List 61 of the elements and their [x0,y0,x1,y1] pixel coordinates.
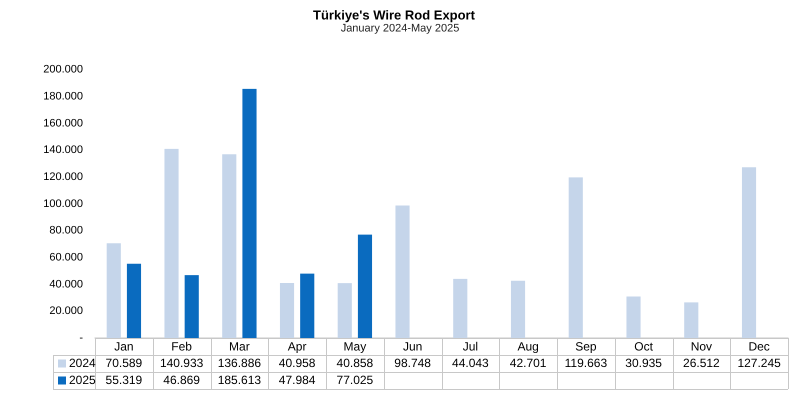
bar [568,177,583,338]
bar [395,205,410,338]
x-tick-label: Mar [229,340,250,354]
bar [184,275,199,338]
bar [106,243,121,338]
data-label: 127.245 [737,356,782,370]
y-tick-label: 100.000 [43,198,83,210]
y-tick-label: 60.000 [49,252,83,264]
x-tick-label: Dec [748,340,770,354]
legend-label: 2024 [69,356,96,370]
chart-title: Türkiye's Wire Rod Export [313,7,476,22]
data-label: 47.984 [278,372,316,387]
x-tick-label: Jan [114,340,134,354]
data-label: 44.043 [452,356,490,370]
x-tick-label: Jul [462,340,478,354]
bar [626,296,641,338]
data-label: 140.933 [160,356,204,370]
data-label: 119.663 [564,356,608,370]
x-tick-label: Feb [171,340,192,354]
data-label: 26.512 [683,356,720,370]
bar [242,88,257,338]
y-tick-label: 120.000 [43,170,83,183]
y-tick-label: 180.000 [43,90,83,102]
data-label: 98.748 [394,356,432,370]
bar [280,283,294,338]
data-label: 46.869 [163,372,200,387]
bar [300,274,314,338]
bar [338,283,352,338]
y-tick-label: 140.000 [43,144,83,156]
data-label: 42.701 [510,356,547,370]
y-tick-label: 40.000 [49,278,83,290]
data-label: 77.025 [336,372,374,387]
x-tick-label: Aug [517,340,539,354]
bar [222,154,236,338]
data-label: 40.858 [336,356,374,370]
x-tick-label: Nov [690,340,712,354]
data-label: 40.958 [278,356,316,370]
legend-label: 2025 [69,372,96,387]
bar [684,302,698,338]
data-label: 55.319 [106,372,143,387]
data-label: 30.935 [625,356,662,370]
y-tick-label: 80.000 [49,224,83,237]
bar [358,234,372,338]
bar [742,167,756,338]
bar [126,264,142,338]
bar [164,148,179,338]
data-label: 136.886 [218,356,262,370]
data-label: 70.589 [106,356,143,370]
bar [453,278,468,338]
x-tick-label: Sep [575,340,597,354]
data-label: 185.613 [218,372,262,387]
x-tick-label: Oct [634,340,654,354]
x-tick-label: May [344,340,366,354]
y-tick-label: 200.000 [43,64,83,76]
y-tick-label: - [79,332,84,344]
y-tick-label: 160.000 [43,117,83,130]
x-tick-label: Apr [288,340,306,354]
chart-subtitle: January 2024-May 2025 [340,22,460,35]
bar [510,280,526,338]
y-tick-label: 20.000 [49,305,83,318]
x-tick-label: Jun [402,340,422,354]
